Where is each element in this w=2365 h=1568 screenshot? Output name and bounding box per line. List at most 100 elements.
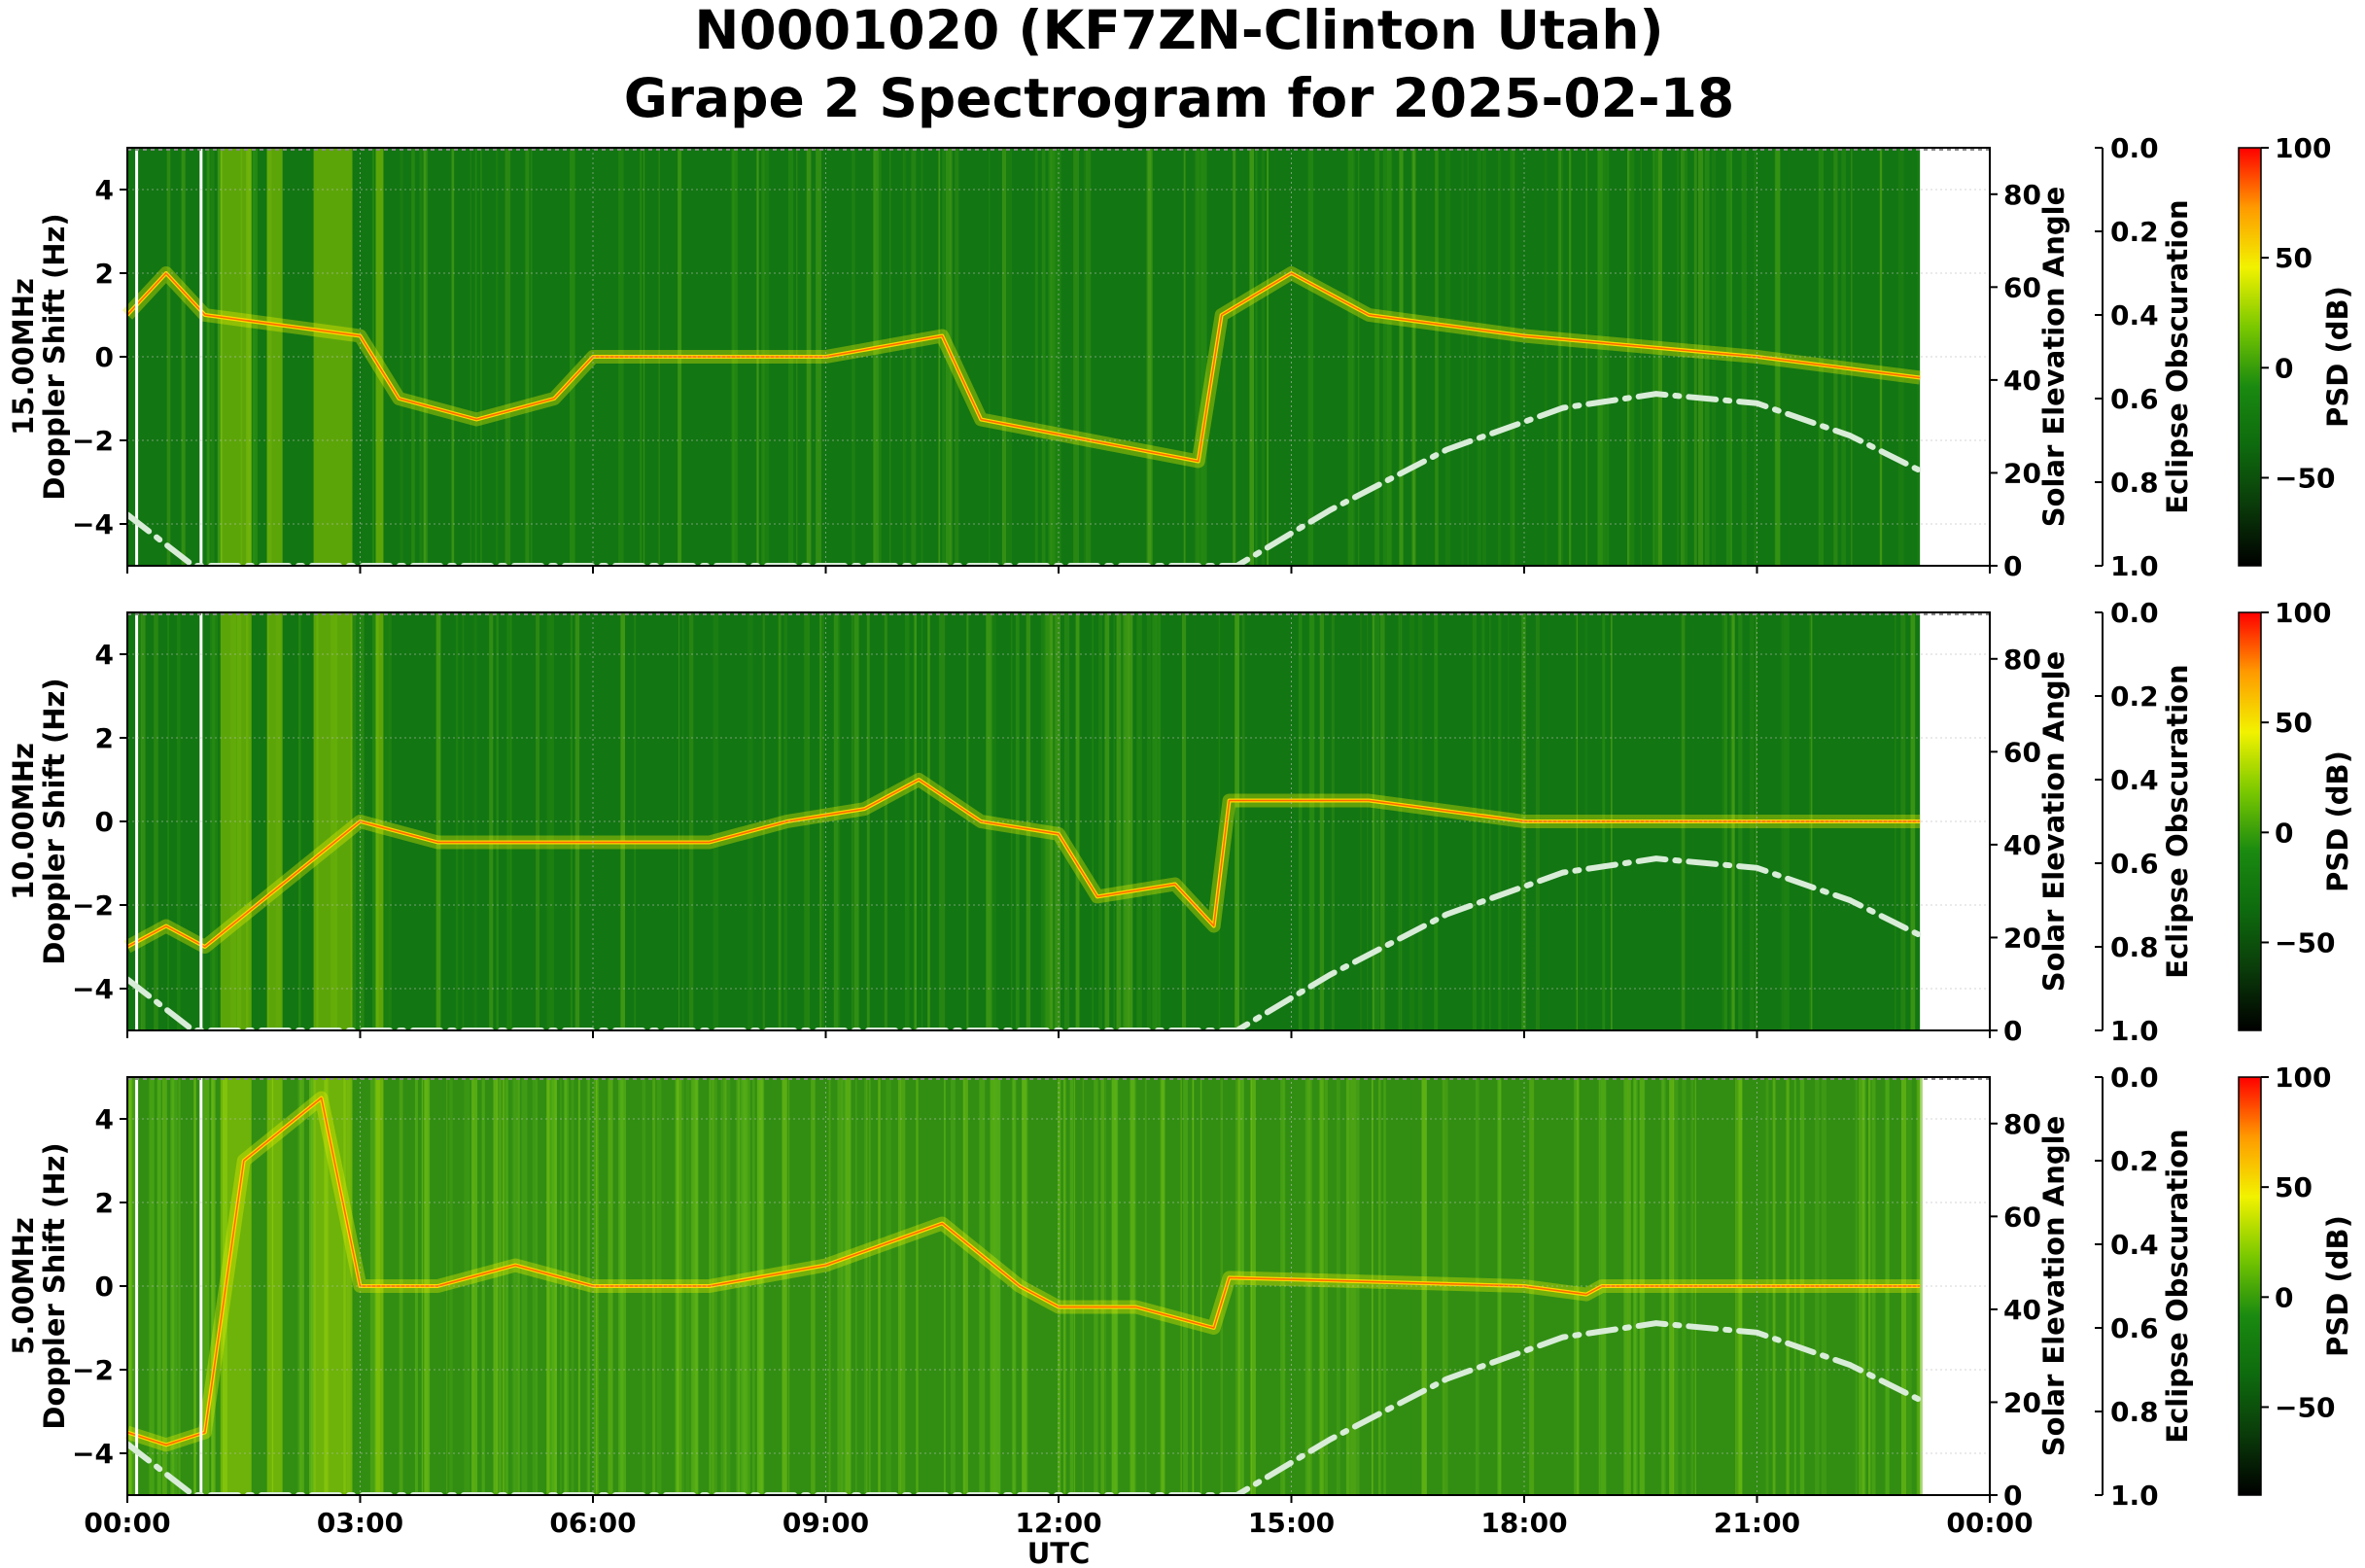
- spectrogram-1-streak: [266, 612, 269, 1030]
- spectrogram-0-streak: [240, 148, 242, 566]
- doppler-axis-label: Doppler Shift (Hz): [38, 1142, 71, 1429]
- spectrogram-1-streak: [212, 612, 215, 1030]
- spectrogram-0-streak: [902, 148, 905, 566]
- spectrogram-1-streak: [489, 612, 494, 1030]
- solar-elevation-axis-label: Solar Elevation Angle: [2037, 651, 2070, 993]
- colorbar-tick-label: 0: [2275, 817, 2293, 849]
- spectrogram-2-streak: [299, 1077, 304, 1495]
- figure-title-line1: N0001020 (KF7ZN-Clinton Utah): [694, 0, 1663, 61]
- spectrogram-0-streak: [1267, 148, 1269, 566]
- spectrogram-0-streak: [1628, 148, 1635, 566]
- x-tick-label: 06:00: [549, 1507, 636, 1539]
- spectrogram-2-streak: [577, 1077, 580, 1495]
- solar-elevation-curve: [127, 855, 1924, 1030]
- spectrogram-2-streak: [1304, 1077, 1310, 1495]
- spectrogram-2-streak: [571, 1077, 574, 1495]
- spectrogram-0-streak: [1006, 148, 1013, 566]
- spectrogram-1-streak: [1398, 612, 1401, 1030]
- x-tick-label: 09:00: [783, 1507, 869, 1539]
- spectrogram-2-streak: [900, 1077, 906, 1495]
- spectrogram-2-streak: [1318, 1077, 1323, 1495]
- solar-axis-tick-label: 20: [2003, 1386, 2041, 1418]
- spectrogram-2-streak: [1383, 1077, 1386, 1495]
- spectrogram-1-streak: [1011, 612, 1013, 1030]
- spectrogram-1-streak: [838, 612, 841, 1030]
- spectrogram-0-streak: [1917, 148, 1920, 566]
- spectrogram-0-streak: [1606, 148, 1610, 566]
- spectrogram-1-streak: [138, 612, 143, 1030]
- psd-colorbar-label: PSD (dB): [2321, 750, 2354, 892]
- eclipse-axis-tick-label: 0.0: [2110, 597, 2159, 629]
- x-tick-label: 21:00: [1714, 1507, 1800, 1539]
- spectrogram-2-streak: [550, 1077, 555, 1495]
- solar-axis-tick-label: 80: [2003, 1108, 2041, 1140]
- spectrogram-1-streak: [834, 612, 839, 1030]
- psd-colorbar-label: PSD (dB): [2321, 286, 2354, 428]
- spectrogram-0-streak: [1183, 148, 1186, 566]
- y-tick-label: −2: [72, 889, 114, 922]
- spectrogram-1-streak: [1104, 612, 1110, 1030]
- spectrogram-2-streak: [343, 1077, 347, 1495]
- spectrogram-1-streak: [866, 612, 870, 1030]
- spectrogram-2-streak: [297, 1077, 302, 1495]
- spectrogram-0-streak: [1467, 148, 1469, 566]
- spectrogram-1-streak: [904, 612, 910, 1030]
- spectrogram-2-streak: [511, 1077, 515, 1495]
- spectrogram-0-streak: [1640, 148, 1642, 566]
- spectrogram-2-streak: [1918, 1077, 1924, 1495]
- spectrogram-0-streak: [911, 148, 917, 566]
- spectrogram-2-streak: [193, 1077, 196, 1495]
- spectrogram-1-streak: [372, 612, 377, 1030]
- solar-axis-tick-label: 80: [2003, 179, 2041, 211]
- spectrogram-2-streak: [211, 1077, 216, 1495]
- spectrogram-2-streak: [324, 1077, 329, 1495]
- spectrogram-2-streak: [863, 1077, 868, 1495]
- solar-elevation-axis-label: Solar Elevation Angle: [2037, 187, 2070, 528]
- spectrogram-1-streak: [473, 612, 477, 1030]
- y-tick-label: 4: [95, 174, 114, 206]
- spectrogram-2-streak: [464, 1077, 470, 1495]
- spectrogram-1-streak: [1092, 612, 1094, 1030]
- spectrogram-0-streak: [1652, 148, 1653, 566]
- doppler-axis-label: Doppler Shift (Hz): [38, 678, 71, 964]
- spectrogram-2-streak: [1180, 1077, 1182, 1495]
- solar-axis-tick-label: 20: [2003, 457, 2041, 489]
- spectrogram-2-streak: [855, 1077, 857, 1495]
- spectrogram-2-streak: [161, 1077, 167, 1495]
- spectrogram-2-streak: [499, 1077, 501, 1495]
- spectrogram-0-streak: [246, 148, 248, 566]
- eclipse-axis-tick-label: 1.0: [2110, 1480, 2159, 1512]
- y-tick-label: 0: [95, 341, 114, 373]
- spectrogram-0-streak: [1086, 148, 1092, 566]
- spectrogram-1-streak: [1053, 612, 1056, 1030]
- spectrogram-2-streak: [496, 1077, 503, 1495]
- colorbar-tick-label: 50: [2275, 1171, 2313, 1203]
- spectrogram-0-streak: [921, 148, 923, 566]
- eclipse-axis-tick-label: 1.0: [2110, 1015, 2159, 1047]
- spectrogram-2-streak: [725, 1077, 731, 1495]
- spectrogram-2-streak: [1074, 1077, 1076, 1495]
- spectrogram-0-streak: [1444, 148, 1451, 566]
- y-tick-label: −2: [72, 1354, 114, 1386]
- spectrogram-0-streak: [1818, 148, 1824, 566]
- spectrogram-0-streak: [207, 148, 210, 566]
- spectrogram-0-streak: [480, 148, 482, 566]
- y-tick-label: 0: [95, 1271, 114, 1303]
- spectrogram-0-streak: [947, 148, 950, 566]
- colorbar-tick-label: 50: [2275, 707, 2313, 739]
- spectrogram-2-streak: [546, 1077, 550, 1495]
- y-tick-label: −4: [72, 973, 114, 1005]
- spectrogram-0-streak: [1627, 148, 1630, 566]
- spectrogram-1-streak: [376, 612, 379, 1030]
- spectrogram-2-streak: [1324, 1077, 1328, 1495]
- spectrogram-2-streak: [473, 1077, 478, 1495]
- x-tick-label: 15:00: [1248, 1507, 1335, 1539]
- solar-axis-tick-label: 20: [2003, 922, 2041, 954]
- spectrogram-1-streak: [384, 612, 390, 1030]
- spectrogram-1-streak: [536, 612, 540, 1030]
- colorbar-tick-label: 100: [2275, 1062, 2331, 1094]
- spectrogram-0-streak: [889, 148, 891, 566]
- spectrogram-0-streak: [1041, 148, 1046, 566]
